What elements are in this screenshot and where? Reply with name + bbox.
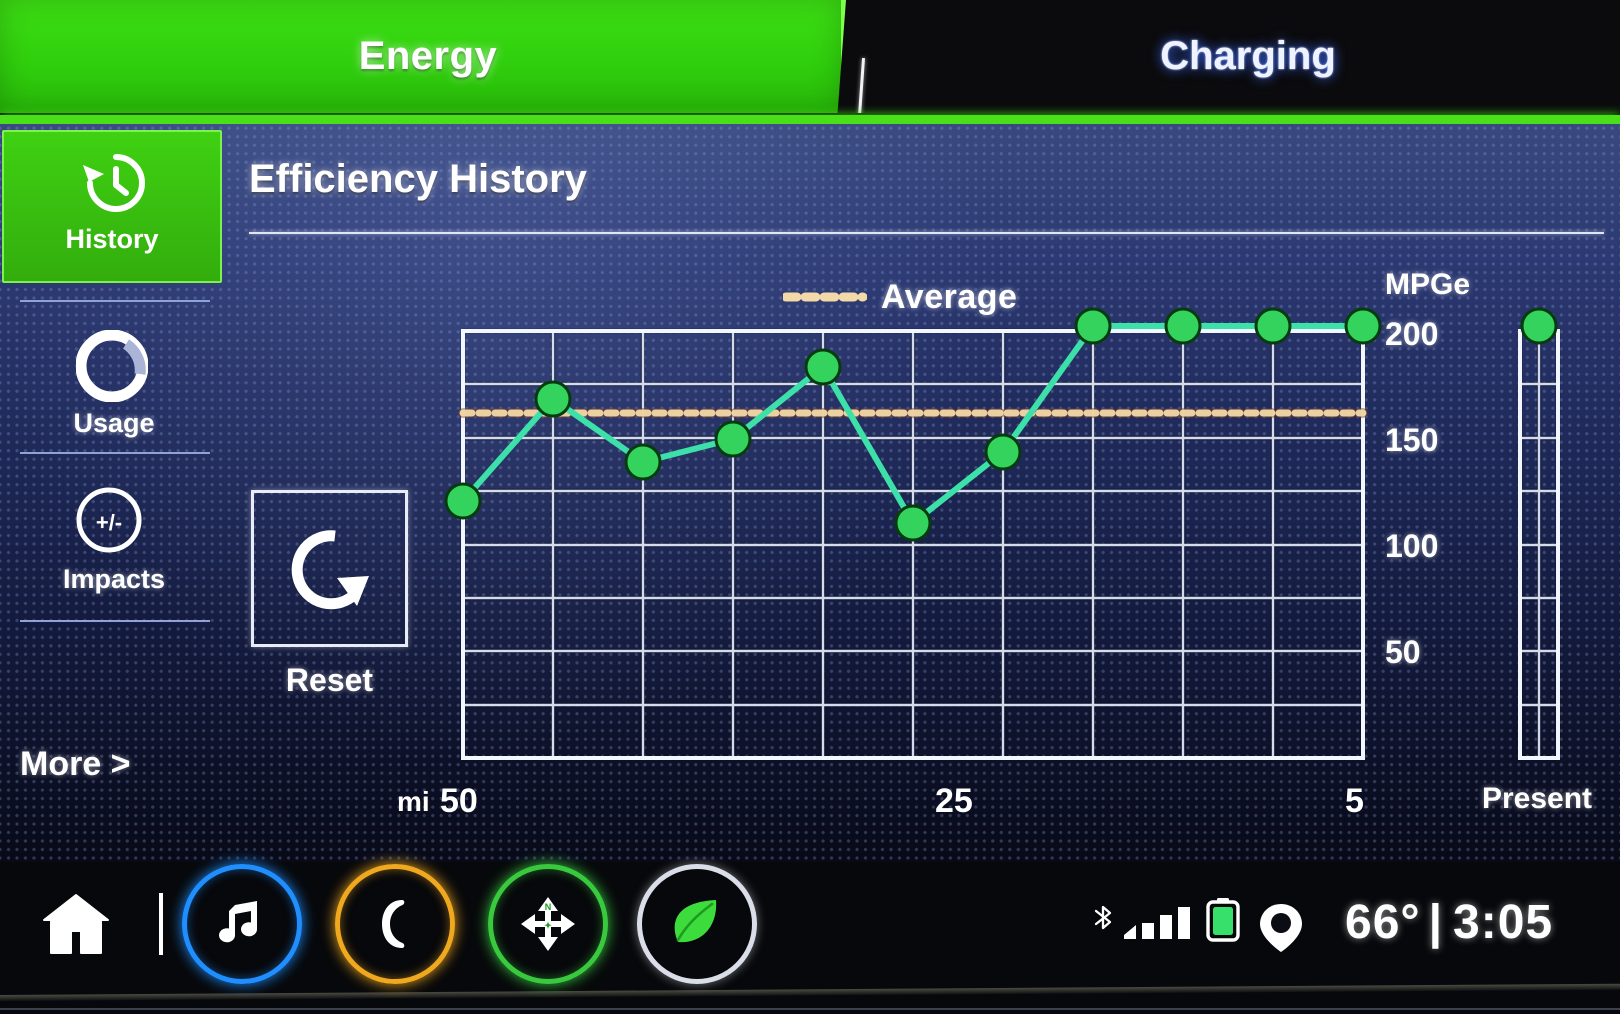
svg-text:+/-: +/- — [96, 510, 122, 535]
svg-text:N: N — [545, 902, 552, 912]
svg-text:✦: ✦ — [544, 921, 552, 931]
